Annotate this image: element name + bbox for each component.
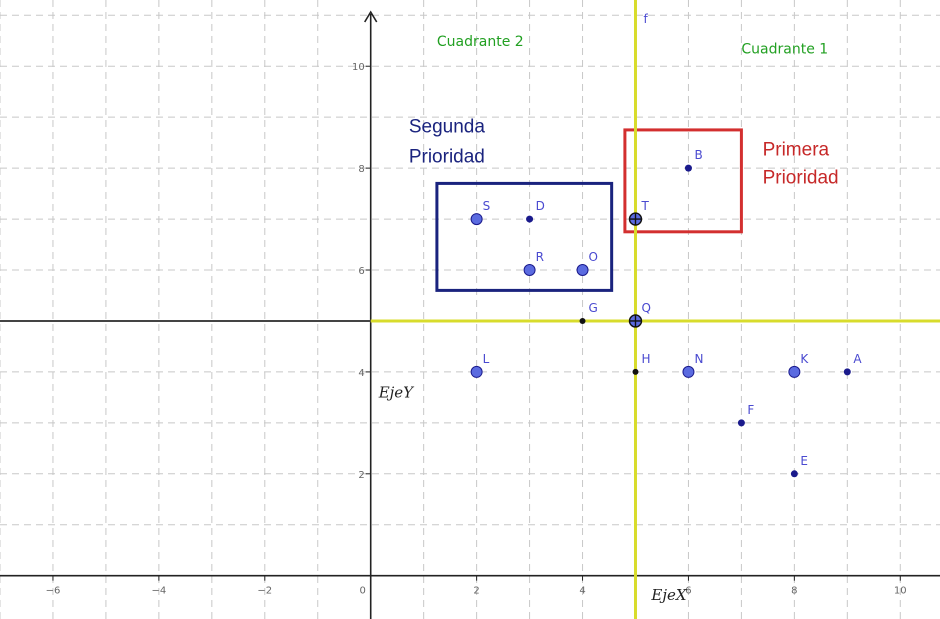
point-t: T	[628, 199, 649, 226]
point-b: B	[684, 148, 703, 172]
point-marker	[526, 215, 534, 223]
axes: −6 −4 −2 0 2 4 6 8 10 2 4 6 8 10	[0, 10, 940, 619]
point-label: D	[536, 199, 545, 213]
point-s: S	[470, 199, 491, 226]
point-label: N	[694, 352, 703, 366]
point-marker	[470, 365, 483, 378]
primera-prioridad-box	[623, 128, 743, 234]
priority-regions	[435, 128, 743, 292]
point-label: Q	[641, 301, 650, 315]
point-marker	[579, 317, 586, 324]
y-tick-label: 2	[358, 470, 364, 481]
point-marker	[576, 264, 589, 277]
quadrant-1-label: Cuadrante 1	[741, 41, 828, 57]
point-label: B	[694, 148, 702, 162]
point-label: T	[640, 199, 649, 213]
labels: EjeX EjeY Cuadrante 2 Cuadrante 1 Segund…	[378, 12, 839, 604]
x-axis-name: EjeX	[650, 586, 687, 604]
point-e: E	[790, 454, 808, 478]
second-priority-label-line1: Segunda	[409, 116, 486, 137]
line-f-label: f	[643, 12, 648, 26]
point-d: D	[526, 199, 545, 223]
point-label: H	[641, 352, 650, 366]
point-l: L	[470, 352, 490, 378]
point-label: O	[589, 250, 598, 264]
y-tick-label: 10	[352, 62, 365, 73]
quadrant-2-label: Cuadrante 2	[437, 34, 524, 50]
x-tick-label: 10	[894, 586, 907, 597]
y-axis-name: EjeY	[378, 383, 415, 401]
point-r: R	[523, 250, 544, 277]
x-tick-label: −2	[257, 586, 272, 597]
point-marker	[737, 419, 745, 427]
x-tick-label: 0	[360, 586, 366, 597]
first-priority-label-line2: Prioridad	[763, 167, 839, 188]
x-tick-label: −6	[46, 586, 61, 597]
x-tick-label: 4	[579, 586, 585, 597]
point-label: R	[536, 250, 544, 264]
data-points: A B D E F G H K L N O Q R S T	[470, 148, 862, 478]
point-label: G	[589, 301, 598, 315]
point-k: K	[788, 352, 809, 378]
point-o: O	[576, 250, 598, 277]
segunda-prioridad-box	[435, 181, 614, 292]
point-marker	[632, 368, 639, 375]
y-axis-arrow	[364, 10, 378, 23]
point-label: F	[747, 403, 754, 417]
point-a: A	[843, 352, 862, 376]
point-marker	[684, 164, 692, 172]
point-marker	[790, 470, 798, 478]
point-marker	[788, 365, 801, 378]
second-priority-label-line2: Prioridad	[409, 146, 485, 167]
point-g: G	[579, 301, 598, 324]
point-q: Q	[628, 301, 651, 328]
point-marker	[682, 365, 695, 378]
point-label: L	[483, 352, 490, 366]
x-tick-label: 6	[685, 586, 691, 597]
point-label: K	[800, 352, 809, 366]
point-marker	[843, 368, 851, 376]
y-tick-label: 4	[358, 368, 364, 379]
first-priority-label-line1: Primera	[763, 139, 830, 160]
point-marker	[470, 213, 483, 226]
point-label: A	[853, 352, 862, 366]
point-f: F	[737, 403, 754, 427]
y-tick-label: 6	[358, 266, 364, 277]
x-tick-label: 2	[473, 586, 479, 597]
point-h: H	[632, 352, 651, 375]
point-marker	[523, 264, 536, 277]
point-n: N	[682, 352, 703, 378]
point-label: E	[800, 454, 808, 468]
y-tick-label: 8	[358, 164, 364, 175]
point-label: S	[483, 199, 491, 213]
x-tick-label: 8	[791, 586, 797, 597]
x-tick-label: −4	[151, 586, 166, 597]
